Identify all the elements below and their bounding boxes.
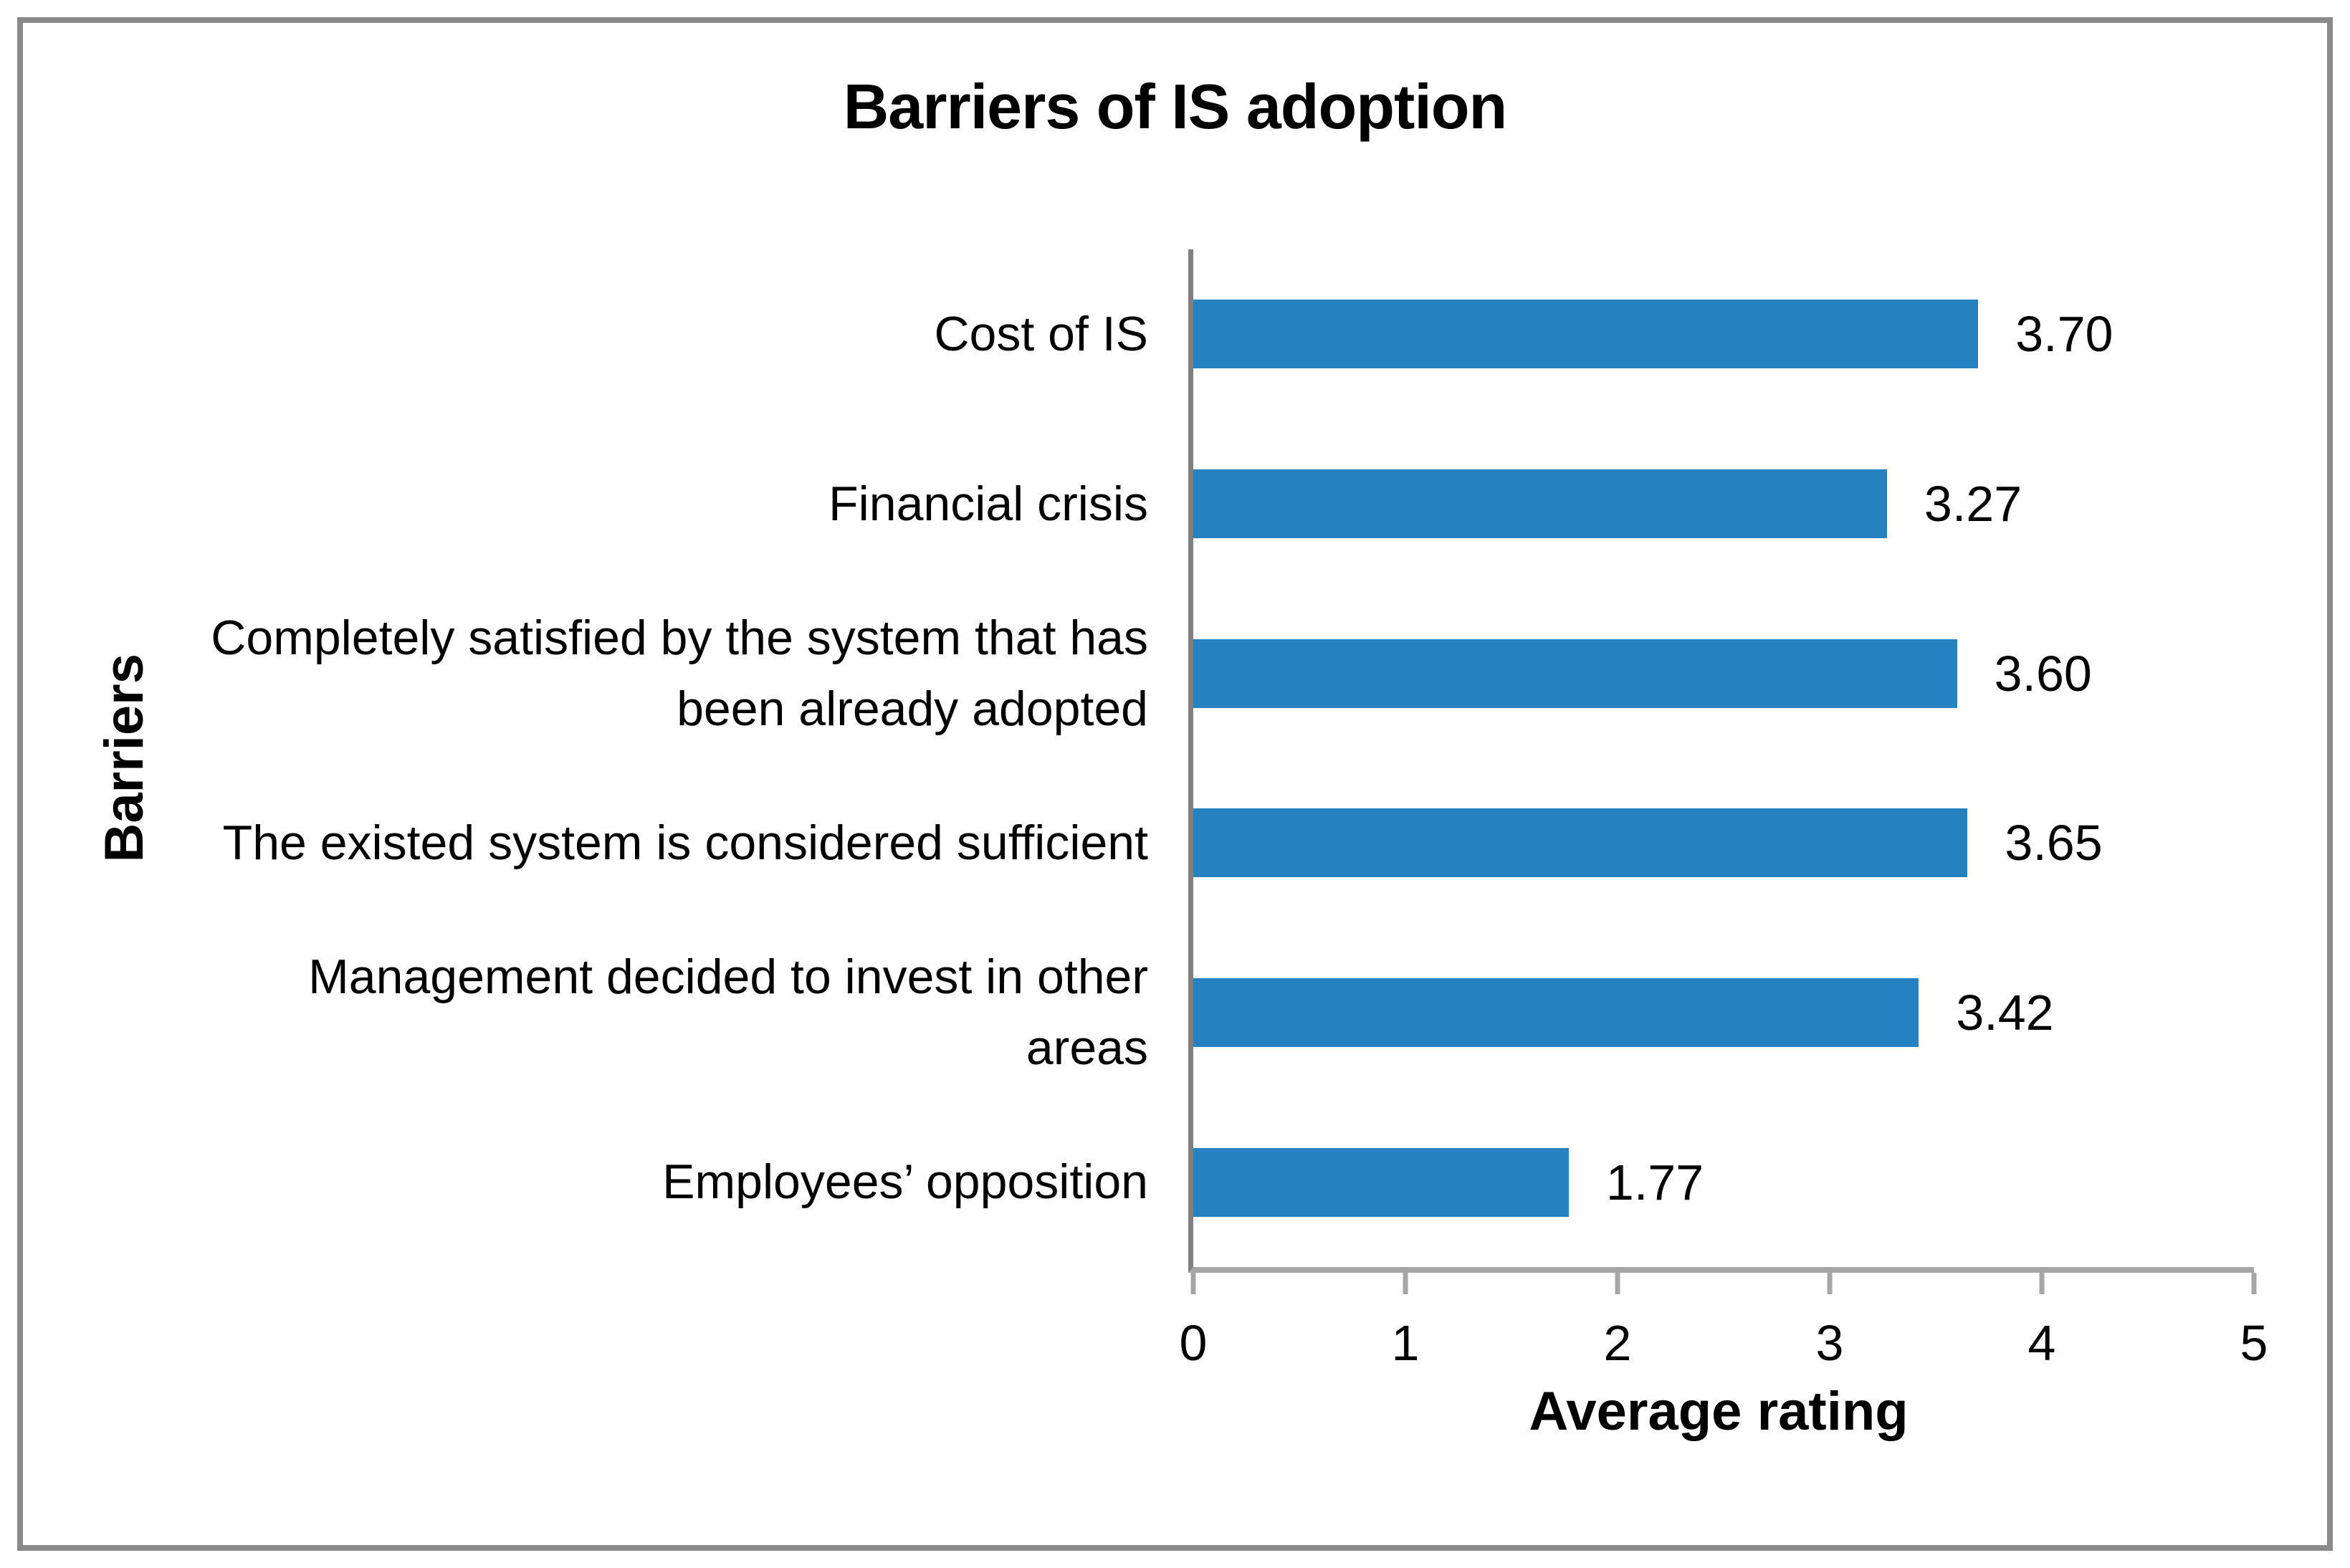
- category-row: Financial crisis: [179, 419, 1167, 589]
- bar-row: 1.77: [1193, 1097, 2254, 1267]
- bar-row: 3.70: [1193, 249, 2254, 419]
- x-tick-mark: [2251, 1273, 2257, 1294]
- category-label: The existed system is considered suffici…: [222, 816, 1148, 871]
- x-tick-mark: [1615, 1273, 1620, 1294]
- x-tick: 1: [1391, 1273, 1420, 1372]
- x-tick: 4: [2027, 1273, 2056, 1372]
- category-label: Cost of IS: [934, 307, 1148, 362]
- x-tick-label: 3: [1815, 1315, 1844, 1371]
- bars-container: 3.70 3.27 3.60 3.65 3.42 1.77: [1193, 249, 2254, 1267]
- bar-value-label: 3.70: [2015, 306, 2113, 363]
- x-tick-mark: [1403, 1273, 1408, 1294]
- category-row: Employees’ opposition: [179, 1097, 1167, 1267]
- plot-area: 3.70 3.27 3.60 3.65 3.42 1.77 0 1 2 3 4 5: [1180, 249, 2268, 1371]
- category-label: Employees’ opposition: [662, 1155, 1148, 1210]
- category-row: Cost of IS: [179, 249, 1167, 419]
- category-label: Financial crisis: [828, 476, 1148, 531]
- x-tick-mark: [1190, 1273, 1196, 1294]
- bar-row: 3.60: [1193, 588, 2254, 758]
- bar-value-label: 1.77: [1605, 1154, 1704, 1210]
- category-labels-column: Cost of IS Financial crisis Completely sat…: [179, 249, 1167, 1267]
- x-tick-label: 2: [1603, 1315, 1632, 1371]
- category-label: Management decided to invest in other ar…: [308, 950, 1148, 1076]
- bar-value-label: 3.27: [1924, 476, 2022, 532]
- x-tick-mark: [1827, 1273, 1833, 1294]
- bar-row: 3.42: [1193, 928, 2254, 1098]
- x-axis-title: Average rating: [1529, 1381, 1909, 1442]
- bar: [1193, 639, 1957, 708]
- y-axis-title-container: Barriers: [85, 249, 163, 1267]
- x-tick-label: 0: [1179, 1315, 1208, 1371]
- bar: [1193, 1147, 1569, 1217]
- y-axis-title: Barriers: [93, 654, 155, 863]
- category-row: Management decided to invest in other ar…: [179, 928, 1167, 1098]
- category-row: The existed system is considered suffici…: [179, 758, 1167, 928]
- x-tick-label: 1: [1391, 1315, 1420, 1371]
- x-tick: 0: [1179, 1273, 1208, 1372]
- chart-title: Barriers of IS adoption: [843, 71, 1508, 142]
- category-label: Completely satisfied by the system that …: [211, 611, 1148, 736]
- bar-value-label: 3.42: [1956, 985, 2054, 1041]
- bar-row: 3.65: [1193, 758, 2254, 928]
- x-tick: 2: [1603, 1273, 1632, 1372]
- x-tick: 5: [2240, 1273, 2268, 1372]
- x-tick-label: 5: [2240, 1315, 2268, 1371]
- bar: [1193, 978, 1919, 1048]
- bar: [1193, 808, 1968, 878]
- x-tick-mark: [2039, 1273, 2045, 1294]
- category-row: Completely satisfied by the system that …: [179, 588, 1167, 758]
- bar: [1193, 469, 1887, 538]
- x-tick: 3: [1815, 1273, 1844, 1372]
- bar-value-label: 3.65: [2005, 815, 2103, 871]
- bar-row: 3.27: [1193, 419, 2254, 589]
- bar: [1193, 300, 1979, 369]
- x-tick-label: 4: [2027, 1315, 2056, 1371]
- bar-value-label: 3.60: [1994, 645, 2092, 702]
